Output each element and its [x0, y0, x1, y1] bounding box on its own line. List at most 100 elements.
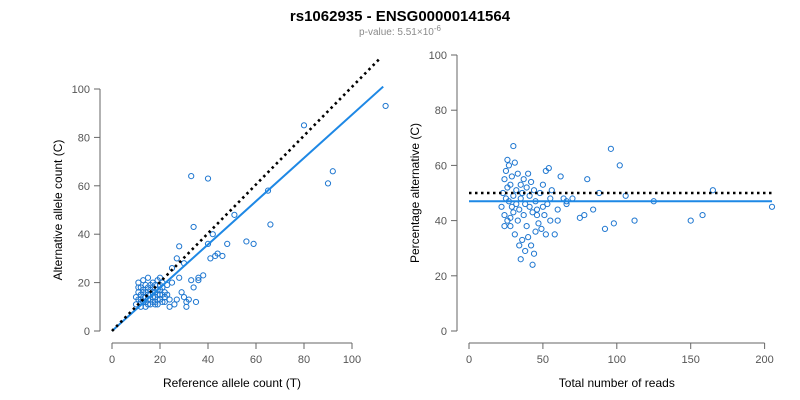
chart1-data-point: [517, 181, 524, 188]
chart1-data-point: [533, 211, 541, 219]
chart0-x-tick-label: 40: [202, 354, 214, 366]
chart1-x-tick-label: 100: [608, 354, 626, 366]
chart0-data-point: [188, 173, 195, 180]
chart0-data-point: [178, 289, 185, 296]
chart1-data-point: [504, 156, 511, 163]
chart1-x-tick-label: 50: [537, 354, 549, 366]
chart1-data-point: [501, 176, 508, 183]
chart1-data-point: [554, 206, 561, 213]
chart0-y-tick-label: 80: [78, 132, 90, 144]
chart0-y-axis-title: Alternative allele count (C): [51, 140, 65, 281]
chart0-x-tick-label: 20: [154, 354, 166, 366]
chart0-data-point: [144, 296, 152, 303]
chart1-data-point: [507, 223, 514, 230]
chart0-data-point: [176, 274, 183, 281]
chart1-data-point: [590, 206, 597, 213]
chart0-x-tick-label: 100: [343, 354, 361, 366]
chart1-data-point: [525, 170, 532, 177]
chart1-data-point: [542, 167, 549, 175]
chart1-data-point: [526, 203, 533, 210]
chart1-data-point: [576, 214, 583, 221]
chart1-data-point: [510, 142, 517, 150]
chart1-y-tick-label: 0: [441, 326, 447, 338]
chart1-data-point: [548, 187, 555, 194]
chart1-data-point: [519, 236, 526, 244]
chart1-y-axis-title: Percentage alternative (C): [408, 123, 422, 263]
chart0-data-point: [176, 243, 183, 250]
chart0-data-point: [214, 250, 221, 257]
chart1-data-point: [507, 214, 514, 221]
chart1-data-point: [520, 211, 527, 219]
chart1-data-point: [557, 173, 564, 180]
subtitle-prefix: p-value: 5.51×10: [359, 27, 434, 38]
chart1-data-point: [523, 223, 530, 230]
chart0-data-point: [166, 296, 173, 303]
chart1-data-point: [514, 170, 521, 177]
panel-allele-counts: 0 20 40 60 80 100 0 20 40 60 80 100 Reference allele…: [51, 56, 389, 390]
chart1-data-point: [520, 176, 527, 183]
chart0-data-point: [159, 291, 166, 298]
chart1-data-point: [607, 145, 614, 152]
chart0-data-point: [188, 277, 195, 284]
chart0-data-point: [243, 238, 250, 245]
chart1-data-point: [542, 231, 549, 238]
chart1-data-point: [532, 228, 539, 235]
chart1-data-point: [530, 187, 538, 194]
chart1-data-point: [529, 261, 536, 268]
chart0-data-point: [195, 277, 202, 284]
chart0-x-axis-title: Reference allele count (T): [163, 376, 301, 390]
chart0-data-point: [324, 180, 332, 187]
chart0-x-tick-label: 60: [250, 354, 262, 366]
chart1-x-tick-label: 0: [466, 354, 472, 366]
chart1-data-point: [501, 223, 508, 230]
chart1-data-point: [601, 225, 609, 232]
chart0-data-point: [250, 240, 257, 247]
chart1-data-point: [554, 217, 561, 224]
chart1-data-point: [513, 187, 520, 194]
chart1-data-point: [511, 231, 518, 238]
chart0-data-point: [224, 240, 231, 247]
chart1-data-point: [498, 203, 505, 210]
chart0-data-point: [204, 175, 212, 182]
chart1-x-tick-label: 150: [682, 354, 700, 366]
chart0-x-tick-label: 80: [298, 354, 310, 366]
chart1-data-point: [508, 173, 515, 180]
chart1-data-point: [631, 217, 638, 224]
chart1-data-point: [508, 203, 515, 210]
chart1-y-tick-label: 20: [435, 271, 447, 283]
chart0-data-point: [168, 279, 176, 286]
chart0-data-point: [192, 298, 200, 306]
chart0-data-point: [185, 296, 192, 303]
chart0-data-point: [209, 231, 216, 238]
chart0-data-point: [264, 187, 272, 194]
chart1-x-axis-title: Total number of reads: [559, 376, 675, 390]
chart1-data-point: [551, 231, 558, 238]
chart1-data-point: [514, 217, 521, 224]
chart1-data-point: [768, 203, 776, 210]
chart0-y-tick-label: 20: [78, 278, 90, 290]
chart0-data-point: [142, 289, 149, 296]
chart1-x-tick-label: 200: [755, 354, 773, 366]
chart1-data-point: [525, 234, 532, 241]
chart1-data-point: [535, 220, 542, 227]
chart0-y-tick-label: 0: [84, 326, 90, 338]
chart0-data-point: [173, 255, 180, 262]
chart0-data-point: [159, 298, 166, 306]
chart1-data-point: [502, 167, 510, 175]
panel-percentage-alternative: 0 20 40 60 80 100 0 50 100 150 200 Total number of …: [408, 50, 776, 390]
chart1-y-tick-label: 60: [435, 160, 447, 172]
chart1-data-point: [516, 206, 523, 213]
chart1-data-point: [610, 220, 617, 227]
chart1-data-point: [530, 250, 538, 257]
chart1-data-point: [616, 162, 623, 169]
chart0-data-point: [135, 284, 142, 291]
chart1-data-point: [501, 211, 508, 219]
chart0-data-point: [190, 284, 197, 291]
chart0-data-point: [154, 301, 161, 308]
chart0-data-point: [180, 294, 188, 301]
chart0-data-point: [204, 240, 212, 247]
chart0-data-point: [207, 255, 214, 262]
chart0-data-point: [132, 294, 140, 301]
chart0-data-point: [231, 211, 238, 218]
